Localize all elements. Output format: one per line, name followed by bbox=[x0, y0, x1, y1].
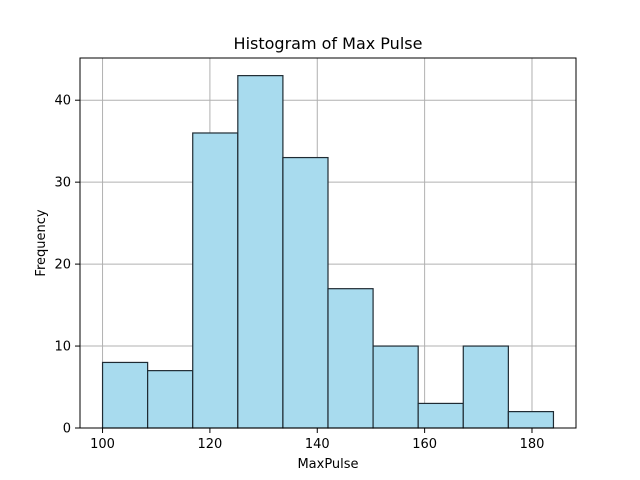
histogram-bar bbox=[237, 75, 284, 429]
histogram-bar bbox=[192, 132, 239, 429]
x-tick-label: 180 bbox=[520, 437, 545, 452]
x-tick-label: 160 bbox=[412, 437, 437, 452]
chart-title: Histogram of Max Pulse bbox=[234, 34, 423, 53]
y-tick-label: 20 bbox=[54, 258, 71, 273]
x-tick-label: 140 bbox=[305, 437, 330, 452]
x-tick-label: 120 bbox=[197, 437, 222, 452]
histogram-bar bbox=[282, 156, 329, 429]
x-tick-label: 100 bbox=[90, 437, 115, 452]
y-tick-label: 40 bbox=[54, 94, 71, 109]
x-axis-ticks: 100 120 140 160 180 bbox=[90, 428, 544, 452]
histogram-bar bbox=[507, 411, 555, 429]
y-tick-label: 0 bbox=[63, 422, 71, 437]
plot-frame bbox=[79, 57, 577, 429]
histogram-bar bbox=[462, 345, 509, 429]
y-tick-label: 30 bbox=[54, 176, 71, 191]
histogram-bar bbox=[372, 345, 419, 429]
histogram-bar bbox=[147, 370, 194, 429]
histogram-bar bbox=[101, 361, 149, 429]
x-axis-label: MaxPulse bbox=[297, 457, 358, 472]
y-axis-ticks: 0 10 20 30 40 bbox=[54, 94, 80, 437]
histogram-bar bbox=[327, 288, 374, 429]
y-tick-label: 10 bbox=[54, 340, 71, 355]
bars-layer bbox=[101, 75, 555, 429]
y-axis-label: Frequency bbox=[34, 209, 49, 276]
histogram-bar bbox=[417, 402, 464, 429]
